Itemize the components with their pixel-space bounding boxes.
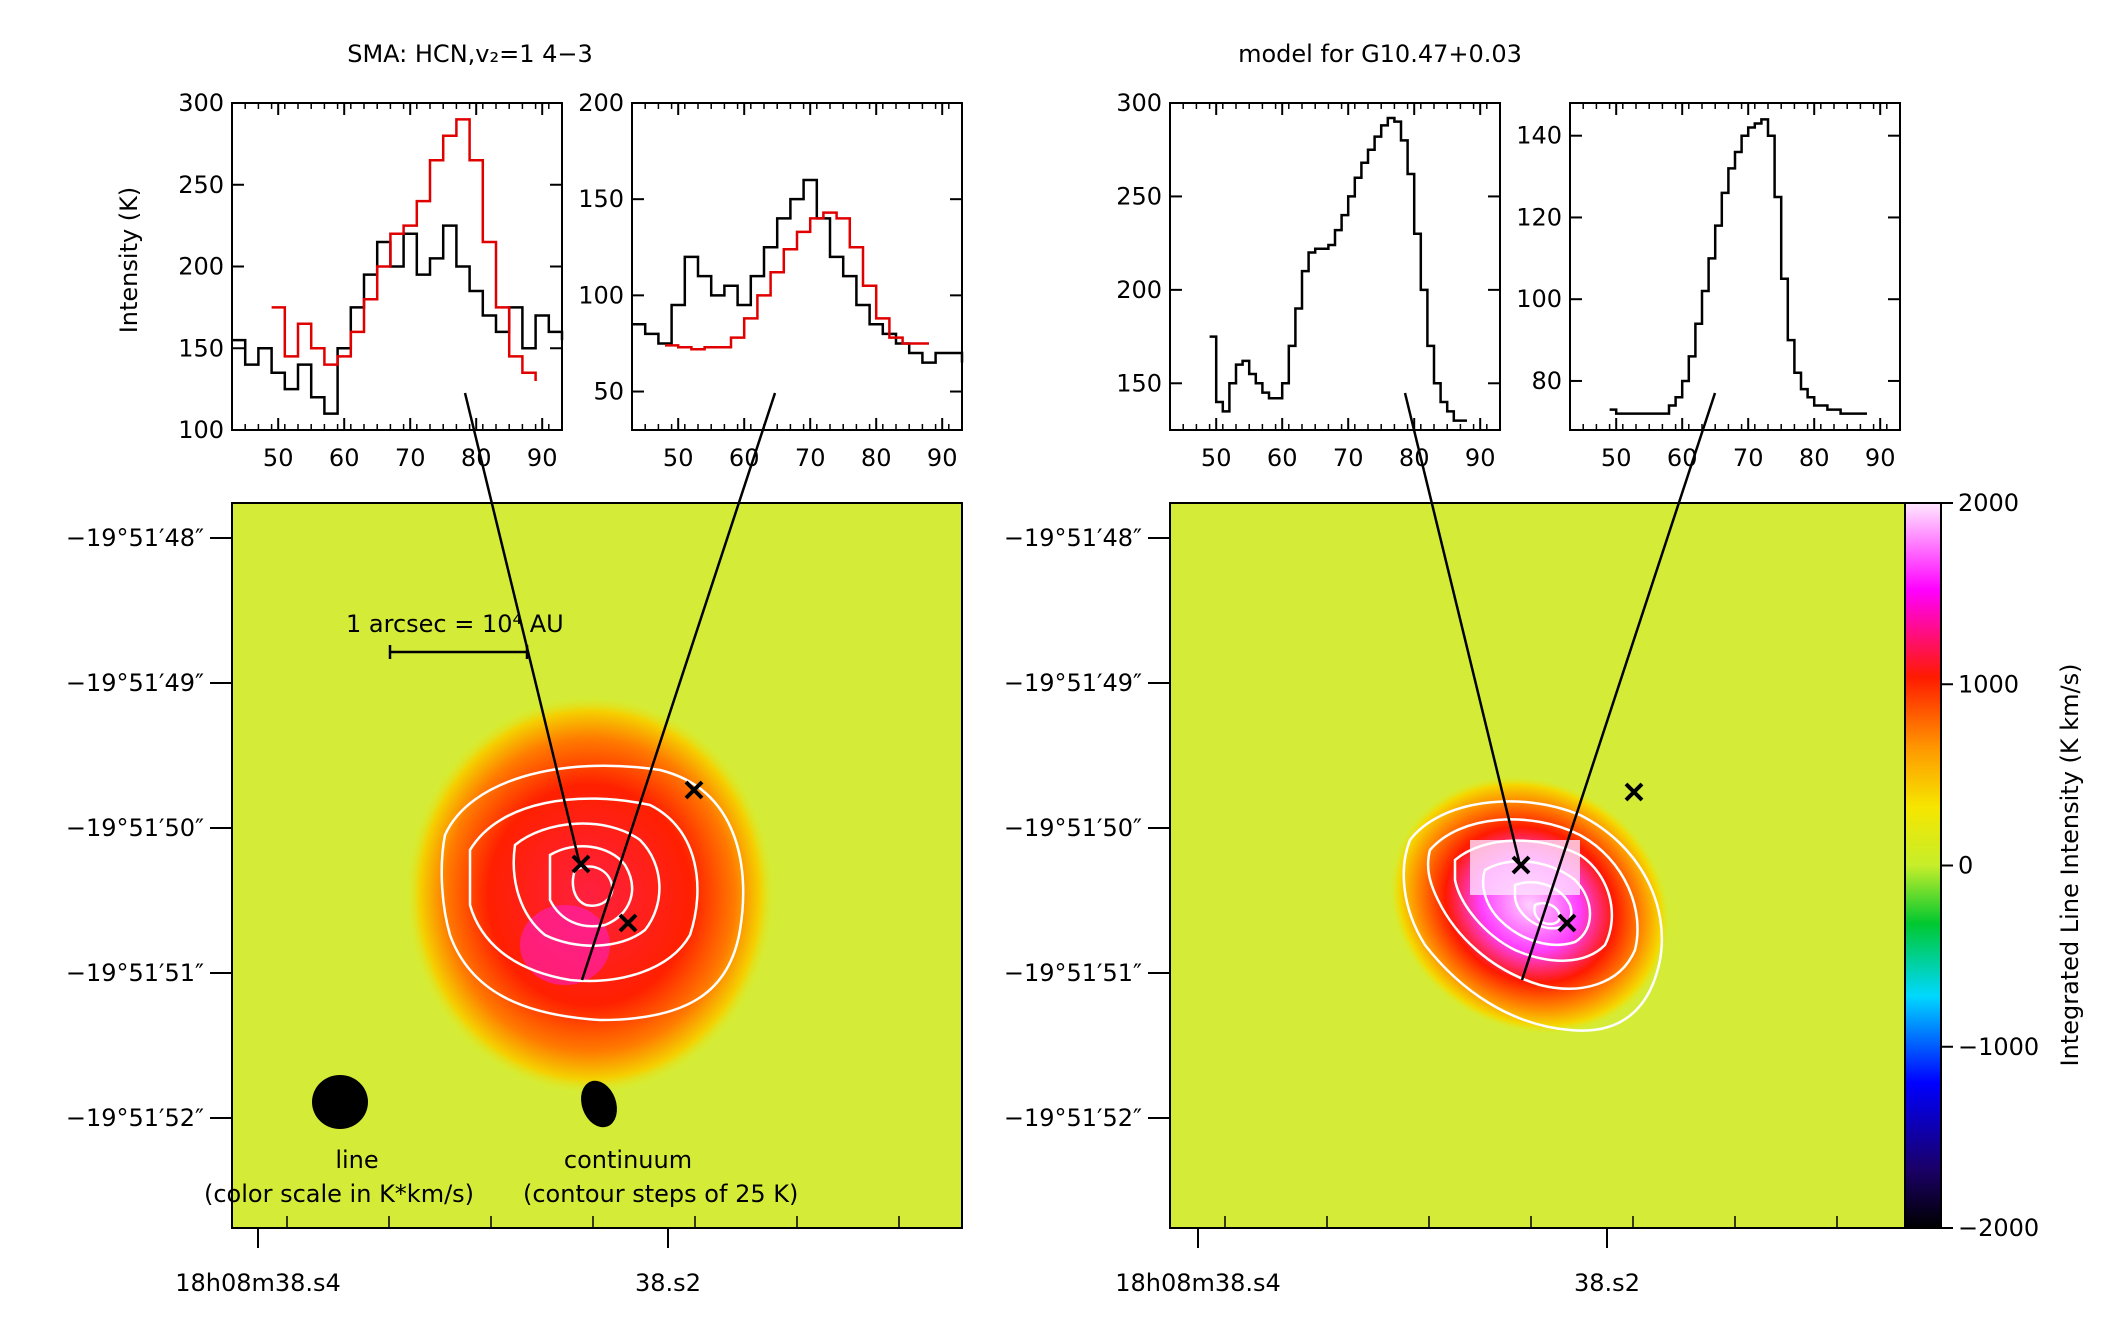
dec-label: −19°51′49″ xyxy=(1004,669,1142,697)
y-tick-label: 200 xyxy=(578,89,624,117)
spectrum-frame xyxy=(1169,102,1501,431)
x-tick-label: 90 xyxy=(1465,444,1496,472)
y-tick-label: 300 xyxy=(178,89,224,117)
x-mark-3 xyxy=(618,913,638,933)
series-model xyxy=(1609,118,1867,415)
y-tick-label: 80 xyxy=(1531,367,1562,395)
x-tick-label: 80 xyxy=(461,444,492,472)
series-observed xyxy=(632,178,964,364)
left-map: 1 arcsec = 10⁴ AU line continuum (color … xyxy=(204,392,963,1229)
scalebar-label: 1 arcsec = 10⁴ AU xyxy=(346,610,564,638)
left-pointer-lines xyxy=(463,392,777,981)
dec-label: −19°51′48″ xyxy=(66,524,204,552)
beam-continuum-label: continuum xyxy=(564,1146,692,1174)
dec-label: −19°51′48″ xyxy=(1004,524,1142,552)
right-pointer-lines xyxy=(1403,392,1717,981)
x-tick-label: 50 xyxy=(1201,444,1232,472)
y-tick-label: 100 xyxy=(178,416,224,444)
x-tick-label: 50 xyxy=(263,444,294,472)
x-tick-label: 70 xyxy=(395,444,426,472)
colorbar-tick-label: 2000 xyxy=(1958,489,2019,517)
y-tick-label: 250 xyxy=(178,171,224,199)
x-tick-label: 80 xyxy=(861,444,892,472)
ra-label: 38.s2 xyxy=(635,1269,701,1297)
dec-label: −19°51′49″ xyxy=(66,669,204,697)
y-tick-label: 100 xyxy=(1516,285,1562,313)
right-map-x-marks xyxy=(1511,782,1644,933)
x-tick-label: 50 xyxy=(1601,444,1632,472)
color-scale-note: (color scale in K*km/s) xyxy=(204,1180,474,1208)
x-tick-label: 70 xyxy=(1333,444,1364,472)
ra-label: 18h08m38.s4 xyxy=(1115,1269,1281,1297)
ra-label: 38.s2 xyxy=(1574,1269,1640,1297)
spectrum-panel-1: 50 60 70 80 90 100 150 200 250 300 xyxy=(178,89,564,472)
y-tick-label: 100 xyxy=(578,281,624,309)
y-tick-label: 200 xyxy=(1116,276,1162,304)
x-mark-1 xyxy=(684,780,704,800)
colorbar-label: Integrated Line Intensity (K km/s) xyxy=(2056,663,2084,1066)
series-observed xyxy=(232,224,564,415)
y-tick-label: 150 xyxy=(1116,369,1162,397)
x-tick-label: 50 xyxy=(663,444,694,472)
y-tick-label: 150 xyxy=(578,185,624,213)
right-map-contours xyxy=(1402,800,1664,1032)
colorbar-tick-label: 1000 xyxy=(1958,670,2019,698)
beam-line xyxy=(312,1075,368,1129)
x-tick-label: 70 xyxy=(1733,444,1764,472)
dec-label: −19°51′50″ xyxy=(1004,814,1142,842)
dec-label: −19°51′50″ xyxy=(66,814,204,842)
spectrum-panel-3: 50 60 70 80 90 150 200 250 300 xyxy=(1116,89,1501,472)
spectrum-frame xyxy=(1569,102,1901,431)
beam-line-label: line xyxy=(335,1146,378,1174)
y-tick-label: 200 xyxy=(178,253,224,281)
series-model xyxy=(665,211,929,351)
right-map xyxy=(1169,392,1906,1229)
left-map-frame xyxy=(231,502,963,1229)
x-tick-label: 90 xyxy=(527,444,558,472)
right-map-emission xyxy=(1389,775,1671,1035)
x-tick-label: 60 xyxy=(329,444,360,472)
left-title: SMA: HCN,v₂=1 4−3 xyxy=(347,40,593,68)
colorbar-gradient xyxy=(1905,503,1941,1228)
x-tick-label: 70 xyxy=(795,444,826,472)
x-tick-label: 60 xyxy=(1267,444,1298,472)
left-map-emission xyxy=(405,695,775,1095)
y-tick-label: 300 xyxy=(1116,89,1162,117)
dec-label: −19°51′51″ xyxy=(1004,959,1142,987)
series-model xyxy=(271,118,537,381)
right-title: model for G10.47+0.03 xyxy=(1238,40,1522,68)
y-tick-label: 50 xyxy=(593,378,624,406)
map-axes: −19°51′48″ −19°51′48″ −19°51′49″ −19°51′49″… xyxy=(66,524,1838,1297)
colorbar-tick-label: 0 xyxy=(1958,852,1973,880)
colorbar-tick-label: −1000 xyxy=(1958,1033,2039,1061)
y-tick-label: 140 xyxy=(1516,122,1562,150)
y-tick-label: 250 xyxy=(1116,182,1162,210)
beam-continuum xyxy=(581,1080,617,1128)
spectra-ylabel: Intensity (K) xyxy=(115,187,143,334)
dec-label: −19°51′52″ xyxy=(66,1104,204,1132)
x-tick-label: 90 xyxy=(1865,444,1896,472)
dec-label: −19°51′52″ xyxy=(1004,1104,1142,1132)
scalebar: 1 arcsec = 10⁴ AU xyxy=(346,610,564,659)
contour-step-note: (contour steps of 25 K) xyxy=(523,1180,798,1208)
colorbar-tick-label: −2000 xyxy=(1958,1214,2039,1242)
x-tick-label: 80 xyxy=(1399,444,1430,472)
x-tick-label: 80 xyxy=(1799,444,1830,472)
ra-label: 18h08m38.s4 xyxy=(175,1269,341,1297)
series-model xyxy=(1209,116,1467,422)
left-map-contours xyxy=(440,764,745,1022)
spectrum-frame xyxy=(631,102,963,431)
colorbar: 2000 1000 0 −1000 −2000 Integrated Line Inte… xyxy=(1904,489,2084,1242)
dec-label: −19°51′51″ xyxy=(66,959,204,987)
y-tick-label: 120 xyxy=(1516,203,1562,231)
x-tick-label: 90 xyxy=(927,444,958,472)
y-tick-label: 150 xyxy=(178,334,224,362)
